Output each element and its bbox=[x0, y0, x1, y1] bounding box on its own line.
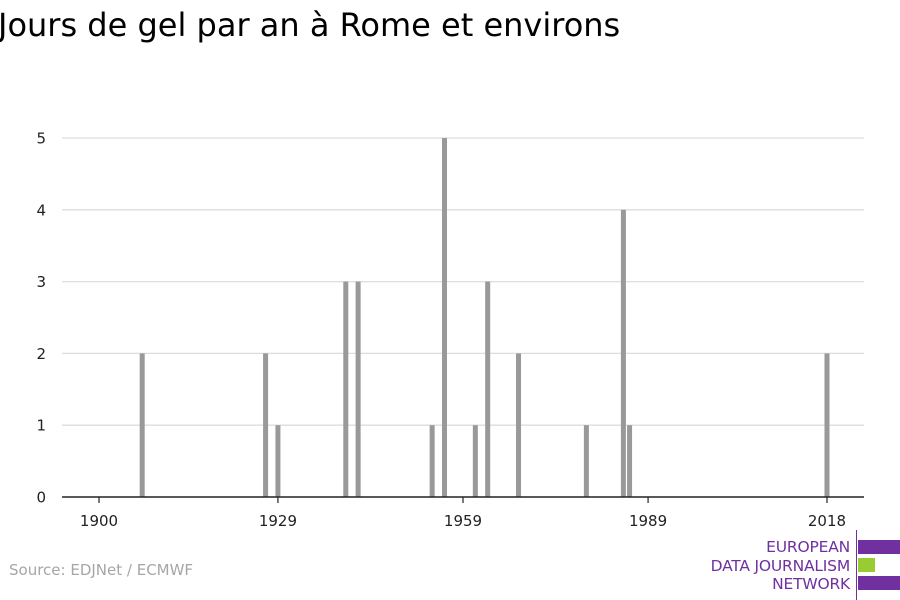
logo-line-data-journalism: DATA JOURNALISM bbox=[710, 556, 851, 575]
axes bbox=[62, 496, 864, 503]
bar-1963 bbox=[485, 281, 491, 497]
y-tick-label-2: 2 bbox=[36, 345, 46, 363]
bar-1929 bbox=[275, 425, 281, 497]
bar-1907 bbox=[139, 353, 145, 497]
bar-1954 bbox=[429, 425, 435, 497]
edjnet-logo: EUROPEAN DATA JOURNALISM NETWORK bbox=[690, 528, 900, 600]
bar-1956 bbox=[441, 138, 447, 497]
y-tick-label-1: 1 bbox=[36, 417, 46, 435]
gridlines bbox=[62, 137, 864, 426]
logo-bar-top bbox=[858, 540, 900, 554]
bars bbox=[139, 138, 830, 498]
y-tick-label-3: 3 bbox=[36, 273, 46, 291]
bar-1940 bbox=[343, 281, 349, 497]
bar-1968 bbox=[516, 353, 522, 497]
y-tick-label-4: 4 bbox=[36, 201, 46, 219]
bar-1986 bbox=[627, 425, 633, 497]
y-tick-labels: 0 1 2 3 4 5 bbox=[36, 130, 46, 507]
logo-bar-bottom bbox=[858, 576, 900, 590]
x-tick-label-1900: 1900 bbox=[80, 512, 118, 530]
logo-line-network: NETWORK bbox=[772, 575, 850, 593]
bar-1979 bbox=[583, 425, 589, 497]
logo-divider bbox=[856, 530, 857, 600]
chart-title: Jours de gel par an à Rome et environs bbox=[0, 6, 621, 44]
y-tick-label-0: 0 bbox=[36, 489, 46, 507]
x-tick-label-1959: 1959 bbox=[444, 512, 482, 530]
bar-1985 bbox=[620, 209, 626, 498]
source-note: Source: EDJNet / ECMWF bbox=[9, 561, 194, 579]
x-tick-label-1929: 1929 bbox=[259, 512, 297, 530]
bar-2018 bbox=[824, 353, 830, 497]
x-tick-label-2018: 2018 bbox=[808, 512, 846, 530]
x-tick-label-1989: 1989 bbox=[629, 512, 667, 530]
x-tick-labels: 1900 1929 1959 1989 2018 bbox=[80, 512, 846, 530]
bar-1927 bbox=[263, 353, 269, 497]
bar-1942 bbox=[355, 281, 361, 497]
bar-1961 bbox=[472, 425, 478, 497]
logo-bar-middle bbox=[858, 558, 875, 572]
y-tick-label-5: 5 bbox=[36, 130, 46, 148]
logo-line-european: EUROPEAN bbox=[766, 538, 850, 556]
logo-text: EUROPEAN DATA JOURNALISM NETWORK bbox=[710, 538, 851, 594]
